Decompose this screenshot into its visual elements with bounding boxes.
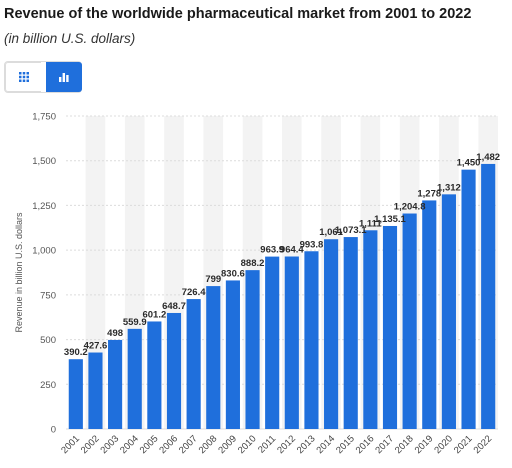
x-tick-label: 2008 [197, 433, 220, 456]
bar[interactable] [284, 256, 299, 429]
bar[interactable] [422, 200, 437, 429]
data-label: 1,482 [476, 152, 500, 163]
data-label: 726.4 [182, 287, 206, 298]
bar[interactable] [68, 359, 83, 429]
y-tick-label: 250 [40, 380, 56, 391]
data-label: 1,450 [457, 158, 481, 169]
data-label: 1,061 [319, 227, 343, 238]
bar[interactable] [382, 225, 398, 429]
data-label: 648.7 [162, 301, 186, 312]
data-label: 963.9 [260, 245, 284, 256]
x-axis-ticks: 2001200220032004200520062007200820092010… [59, 433, 494, 456]
grid-icon [18, 72, 29, 82]
bar[interactable] [206, 286, 221, 429]
data-label: 830.6 [221, 268, 245, 279]
page-subtitle: (in billion U.S. dollars) [4, 31, 136, 46]
data-label: 427.6 [84, 341, 108, 352]
x-tick-label: 2019 [413, 433, 436, 456]
bar[interactable] [88, 352, 103, 429]
x-tick-label: 2012 [275, 433, 298, 456]
x-tick-label: 2003 [98, 433, 121, 456]
data-label: 390.2 [64, 347, 88, 358]
x-tick-label: 2018 [393, 433, 416, 456]
data-label: 964.4 [280, 245, 304, 256]
x-tick-label: 2009 [216, 433, 239, 456]
bar[interactable] [324, 239, 339, 429]
y-tick-label: 750 [40, 290, 56, 301]
bar[interactable] [461, 169, 476, 429]
y-tick-label: 1,000 [32, 246, 56, 257]
y-tick-label: 1,500 [32, 156, 56, 167]
x-tick-label: 2013 [295, 433, 318, 456]
x-tick-label: 2004 [118, 433, 141, 456]
bar[interactable] [343, 237, 358, 429]
x-tick-label: 2011 [256, 433, 278, 455]
x-tick-label: 2007 [177, 433, 200, 456]
bars [68, 163, 496, 429]
x-tick-label: 2014 [314, 433, 337, 456]
x-tick-label: 2017 [373, 433, 396, 456]
table-view-button[interactable] [5, 62, 41, 92]
x-tick-label: 2006 [157, 433, 180, 456]
data-label: 993.8 [300, 239, 324, 250]
y-tick-label: 0 [51, 425, 56, 436]
data-label: 1,135.1 [374, 214, 406, 225]
page-title: Revenue of the worldwide pharmaceutical … [4, 6, 472, 22]
x-tick-label: 2021 [452, 433, 475, 456]
bar[interactable] [265, 256, 280, 429]
y-tick-label: 1,250 [32, 201, 56, 212]
bar[interactable] [441, 194, 456, 429]
y-axis-ticks: 0 250 500 750 1,000 1,250 1,500 1,750 [32, 112, 56, 436]
data-label: 1,111 [359, 218, 382, 229]
bar-chart-icon [59, 73, 69, 82]
bar[interactable] [225, 280, 240, 429]
bar[interactable] [108, 339, 123, 429]
bar[interactable] [402, 213, 417, 429]
x-tick-label: 2016 [354, 433, 377, 456]
data-label: 1,073.1 [335, 225, 367, 236]
band [85, 116, 106, 429]
y-tick-label: 1,750 [32, 112, 56, 123]
data-label: 498 [107, 328, 123, 339]
data-label: 1,278 [417, 188, 441, 199]
bar[interactable] [481, 163, 496, 429]
bar[interactable] [166, 312, 182, 429]
bar[interactable] [186, 299, 201, 429]
x-tick-label: 2005 [138, 433, 161, 456]
data-label: 799 [205, 274, 221, 285]
y-tick-label: 500 [40, 335, 56, 346]
bar[interactable] [147, 321, 162, 429]
chart-view-button[interactable] [46, 62, 82, 92]
data-label: 559.9 [123, 317, 147, 328]
bar[interactable] [304, 251, 319, 429]
data-label: 1,312 [437, 182, 461, 193]
x-tick-label: 2001 [59, 433, 82, 456]
data-label: 888.2 [241, 258, 265, 269]
x-tick-label: 2002 [79, 433, 102, 456]
bar[interactable] [127, 328, 142, 429]
y-axis-label: Revenue in billion U.S. dollars [14, 212, 24, 333]
bar[interactable] [245, 270, 260, 429]
x-tick-label: 2015 [334, 433, 357, 456]
bar-chart: 0 250 500 750 1,000 1,250 1,500 1,750 390.2427.… [14, 112, 500, 457]
x-tick-label: 2010 [236, 433, 259, 456]
data-label: 1,204.8 [394, 202, 426, 213]
bar[interactable] [363, 230, 378, 429]
x-tick-label: 2022 [472, 433, 495, 456]
x-tick-label: 2020 [432, 433, 455, 456]
data-label: 601.2 [142, 309, 166, 320]
